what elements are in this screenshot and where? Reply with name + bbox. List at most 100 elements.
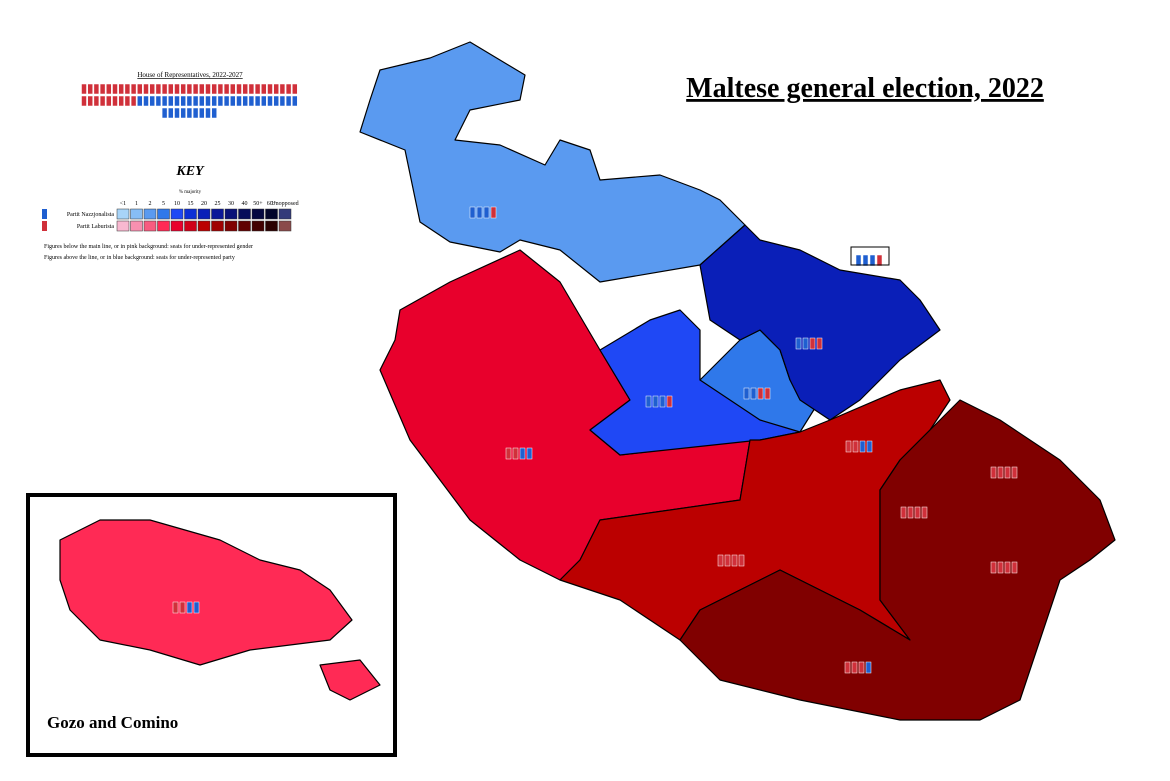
seat-icon [990, 466, 997, 479]
seat [192, 83, 199, 95]
seat [149, 95, 155, 107]
malta-districts [359, 41, 1116, 721]
seat-icon [862, 254, 869, 267]
seat [223, 95, 230, 107]
seat-icon [907, 506, 914, 519]
seat [81, 83, 87, 95]
seat [180, 83, 186, 95]
district [699, 224, 941, 421]
seat [292, 95, 298, 107]
seat [143, 83, 149, 95]
seat [186, 95, 193, 107]
seat [174, 83, 180, 95]
seat-icon [750, 387, 757, 400]
seat [230, 83, 236, 95]
swatch [170, 220, 184, 232]
seat [87, 83, 93, 95]
seat [273, 95, 279, 107]
seat-icon [845, 440, 852, 453]
seat-icon [1004, 466, 1011, 479]
seat [81, 95, 87, 107]
seat [242, 95, 248, 107]
seat-icon [490, 206, 497, 219]
seat [279, 83, 286, 95]
swatch [224, 208, 238, 220]
key-level: 50+ [253, 201, 263, 207]
seat-icon [914, 506, 921, 519]
seat [130, 83, 137, 95]
seat [285, 95, 292, 107]
seat-icon [866, 440, 873, 453]
seat [93, 95, 100, 107]
swatch [211, 208, 224, 220]
inset-label: Gozo and Comino [47, 713, 178, 732]
swatch [211, 220, 224, 232]
seat [205, 95, 211, 107]
seat-icon [743, 387, 750, 400]
seat-icon [193, 601, 200, 614]
seat [180, 107, 186, 119]
seat-icon [186, 601, 193, 614]
seat-icon [717, 554, 724, 567]
seat [118, 83, 124, 95]
callout [850, 246, 890, 266]
seat [205, 83, 211, 95]
seat [168, 107, 174, 119]
seat-icon [519, 447, 526, 460]
seat [118, 95, 124, 107]
seat [230, 95, 236, 107]
seat-icon [666, 395, 673, 408]
swatch [130, 220, 143, 232]
seat [124, 95, 131, 107]
seat [192, 107, 199, 119]
swatch [197, 220, 211, 232]
key-level: 5 [162, 201, 165, 207]
seat-icon [1004, 561, 1011, 574]
seat-icon [990, 561, 997, 574]
seat-icon [844, 661, 851, 674]
party-name: Partit Laburista [77, 224, 114, 230]
seat-icon [652, 395, 659, 408]
swatch [157, 208, 170, 220]
seat-icons [172, 206, 1018, 674]
key-level: 2 [149, 201, 152, 207]
seat-icon [809, 337, 816, 350]
seat-icon [469, 206, 476, 219]
key-level: 20 [201, 201, 207, 207]
seat [186, 83, 193, 95]
seat [267, 83, 273, 95]
key-level: <1 [120, 201, 126, 207]
seat [174, 95, 180, 107]
seat-icon [172, 601, 179, 614]
title: Maltese general election, 2022 [686, 73, 1044, 104]
seat [267, 95, 273, 107]
swatch [143, 220, 157, 232]
seat [292, 83, 298, 95]
seat [279, 95, 286, 107]
party-name: Partit Nazzjonalista [67, 212, 114, 218]
swatch [130, 208, 143, 220]
swatch [238, 220, 251, 232]
seat [211, 95, 217, 107]
seat [112, 95, 118, 107]
key-level: 30 [228, 201, 234, 207]
seat [199, 107, 205, 119]
seat-icon [852, 440, 859, 453]
seat [242, 83, 248, 95]
seat-icon [859, 440, 866, 453]
swatch [265, 220, 278, 232]
key-subtitle: % majority [179, 190, 202, 195]
seat-icon [724, 554, 731, 567]
swatch [251, 208, 265, 220]
seat [155, 83, 162, 95]
seat-icon [659, 395, 666, 408]
seat [149, 83, 155, 95]
seat [137, 83, 143, 95]
swatch [251, 220, 265, 232]
seat-icon [1011, 561, 1018, 574]
seat [112, 83, 118, 95]
seat [186, 107, 193, 119]
district [679, 399, 1116, 721]
seat-icon [865, 661, 872, 674]
